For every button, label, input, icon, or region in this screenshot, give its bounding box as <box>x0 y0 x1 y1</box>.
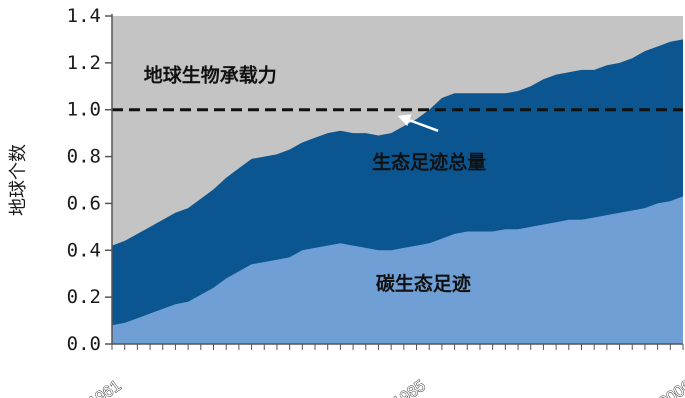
y-tick-label: 0.2 <box>67 286 101 308</box>
y-tick-label: 1.4 <box>67 5 101 27</box>
y-tick-label: 0.8 <box>67 146 101 168</box>
area-series-0 <box>112 196 683 344</box>
y-tick-label: 0.4 <box>67 239 101 261</box>
annotation-label-0: 地球生物承载力 <box>144 64 277 87</box>
y-tick-label: 1.2 <box>67 52 101 74</box>
y-axis-label: 地球个数 <box>8 144 29 216</box>
annotation-label-2: 碳生态足迹 <box>376 272 471 295</box>
x-tick-label: 2006 <box>656 377 685 398</box>
annotation-arrow <box>397 114 439 132</box>
x-tick-label: 1985 <box>390 377 429 398</box>
x-tick-label: 1961 <box>85 377 124 398</box>
y-tick-label: 1.0 <box>67 99 101 121</box>
y-tick-label: 0.0 <box>67 333 101 355</box>
y-tick-label: 0.6 <box>67 192 101 214</box>
annotation-label-1: 生态足迹总量 <box>372 150 486 173</box>
